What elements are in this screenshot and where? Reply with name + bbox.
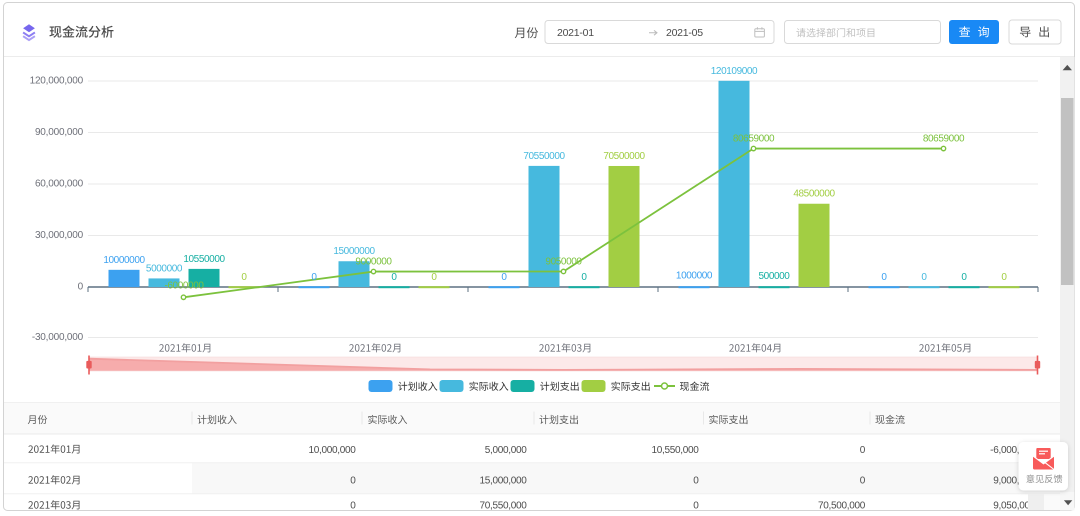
svg-text:9050000: 9050000 bbox=[545, 257, 582, 268]
svg-text:5,000,000: 5,000,000 bbox=[485, 445, 528, 456]
svg-text:-6,000,000: -6,000,000 bbox=[990, 445, 1036, 456]
svg-text:80659000: 80659000 bbox=[733, 134, 775, 145]
svg-text:80659000: 80659000 bbox=[923, 134, 965, 145]
svg-text:10,550,000: 10,550,000 bbox=[651, 445, 699, 456]
svg-text:9,000,000: 9,000,000 bbox=[993, 476, 1036, 487]
svg-text:70,500,000: 70,500,000 bbox=[818, 501, 866, 512]
svg-text:500000: 500000 bbox=[759, 271, 791, 282]
svg-text:0: 0 bbox=[860, 476, 866, 487]
svg-text:0: 0 bbox=[1001, 272, 1007, 283]
svg-text:120109000: 120109000 bbox=[711, 66, 758, 77]
svg-text:10000000: 10000000 bbox=[103, 255, 145, 266]
svg-text:10,000,000: 10,000,000 bbox=[308, 445, 356, 456]
svg-text:0: 0 bbox=[693, 476, 699, 487]
svg-text:0: 0 bbox=[78, 282, 84, 293]
svg-text:70,550,000: 70,550,000 bbox=[479, 501, 527, 512]
svg-text:0: 0 bbox=[860, 445, 866, 456]
svg-text:0: 0 bbox=[581, 272, 587, 283]
svg-text:0: 0 bbox=[391, 272, 397, 283]
svg-text:0: 0 bbox=[350, 476, 356, 487]
svg-text:5000000: 5000000 bbox=[146, 263, 183, 274]
svg-text:15000000: 15000000 bbox=[333, 246, 375, 257]
svg-text:15,000,000: 15,000,000 bbox=[479, 476, 527, 487]
svg-text:0: 0 bbox=[501, 272, 507, 283]
svg-text:30,000,000: 30,000,000 bbox=[35, 230, 84, 241]
svg-text:90,000,000: 90,000,000 bbox=[35, 127, 84, 138]
svg-text:2021-05: 2021-05 bbox=[666, 27, 703, 39]
svg-text:0: 0 bbox=[350, 501, 356, 512]
svg-text:0: 0 bbox=[311, 272, 317, 283]
svg-text:120,000,000: 120,000,000 bbox=[30, 76, 84, 87]
svg-text:0: 0 bbox=[961, 272, 967, 283]
svg-text:10550000: 10550000 bbox=[183, 254, 225, 265]
svg-text:0: 0 bbox=[241, 272, 247, 283]
svg-text:-30,000,000: -30,000,000 bbox=[32, 332, 84, 343]
svg-text:0: 0 bbox=[431, 272, 437, 283]
svg-text:48500000: 48500000 bbox=[793, 189, 835, 200]
svg-text:70500000: 70500000 bbox=[603, 151, 645, 162]
svg-text:-6000000: -6000000 bbox=[164, 281, 204, 292]
svg-text:0: 0 bbox=[693, 501, 699, 512]
svg-text:0: 0 bbox=[881, 272, 887, 283]
svg-text:70550000: 70550000 bbox=[523, 151, 565, 162]
svg-text:60,000,000: 60,000,000 bbox=[35, 179, 84, 190]
svg-text:1000000: 1000000 bbox=[676, 270, 713, 281]
svg-text:0: 0 bbox=[921, 272, 927, 283]
svg-text:9,050,000: 9,050,000 bbox=[993, 501, 1036, 512]
svg-text:9000000: 9000000 bbox=[355, 257, 392, 268]
svg-text:2021-01: 2021-01 bbox=[557, 27, 594, 39]
